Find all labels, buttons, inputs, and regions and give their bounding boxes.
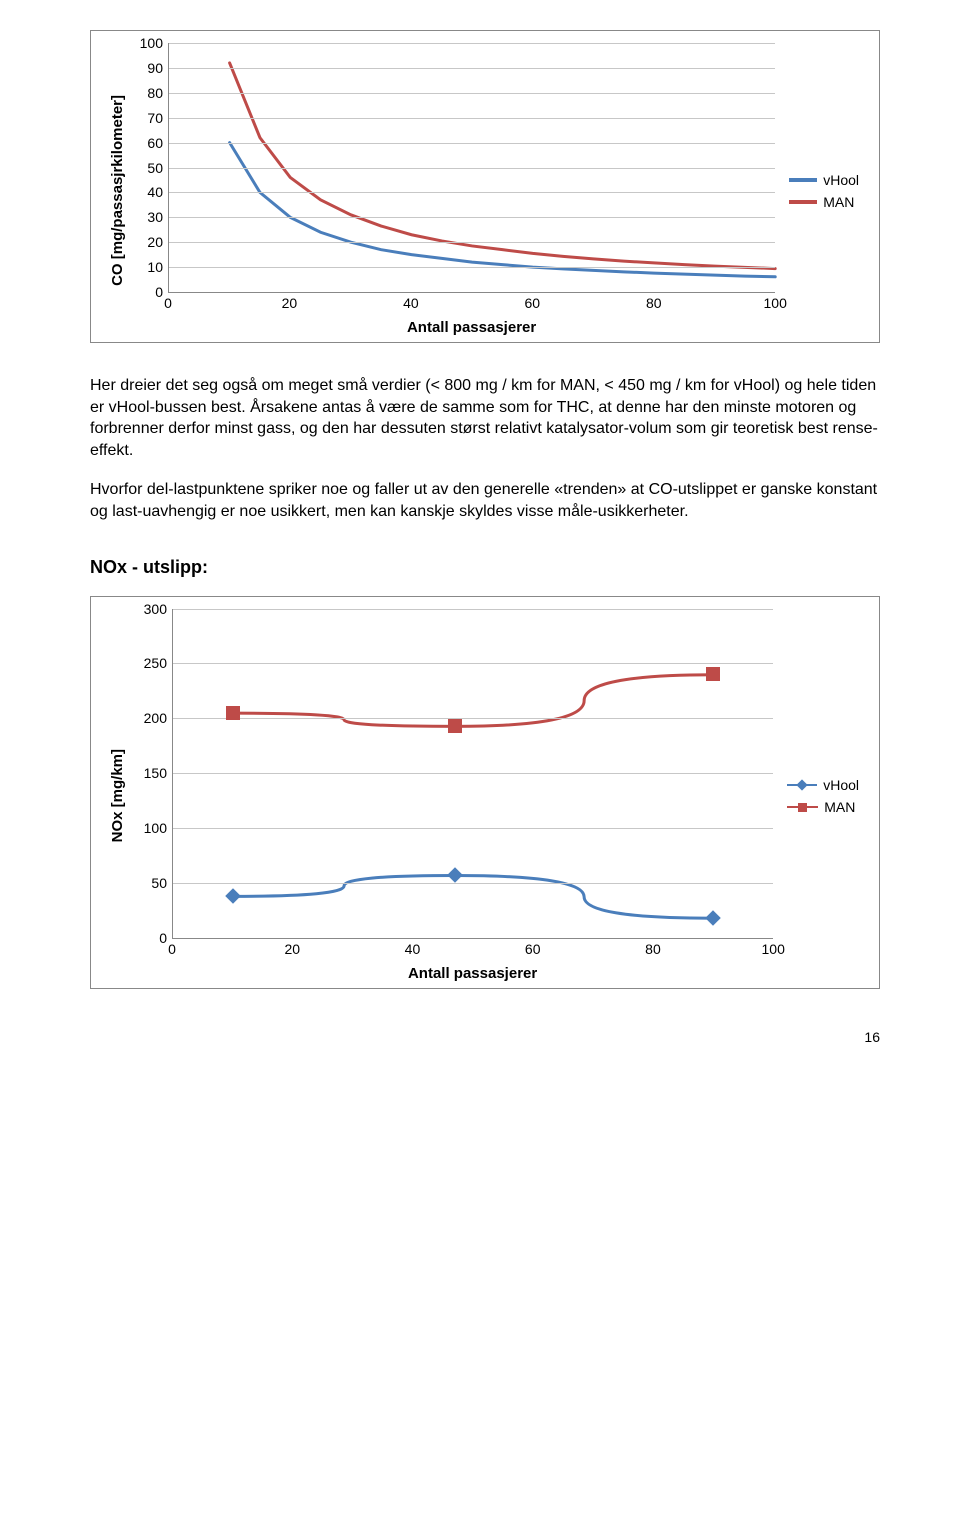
paragraph: Hvorfor del-lastpunktene spriker noe og … [90,479,880,522]
co-chart-xlabel: Antall passasjerer [168,315,775,338]
xtick-label: 0 [168,941,176,957]
ytick-label: 10 [147,259,169,275]
xtick-label: 40 [403,295,419,311]
legend-item-man: MAN [787,799,859,815]
legend-label: vHool [823,172,859,188]
ytick-label: 40 [147,184,169,200]
legend-label: MAN [823,194,854,210]
nox-chart-ylabel: NOx [mg/km] [103,749,132,842]
ytick-label: 300 [144,601,173,617]
ytick-label: 70 [147,110,169,126]
legend-item-vhool: vHool [789,172,859,188]
chart-marker [448,719,462,733]
legend-item-vhool: vHool [787,777,859,793]
ytick-label: 150 [144,765,173,781]
legend-item-man: MAN [789,194,859,210]
ytick-label: 80 [147,85,169,101]
xtick-label: 20 [282,295,298,311]
nox-chart: NOx [mg/km] 050100150200250300 0 20 40 60 80… [90,596,880,989]
co-chart: CO [mg/passasjrkilometer] 01020304050607… [90,30,880,343]
ytick-label: 50 [151,875,173,891]
ytick-label: 30 [147,209,169,225]
co-chart-ylabel: CO [mg/passasjrkilometer] [103,95,132,286]
section-heading-nox: NOx - utslipp: [90,557,880,578]
legend-label: MAN [824,799,855,815]
xtick-label: 100 [762,941,785,957]
co-chart-legend: vHool MAN [775,166,867,216]
chart-marker [226,706,240,720]
nox-chart-xlabel: Antall passasjerer [172,961,773,984]
xtick-label: 60 [525,941,541,957]
legend-label: vHool [823,777,859,793]
page-number: 16 [90,1029,880,1045]
ytick-label: 20 [147,234,169,250]
ytick-label: 200 [144,710,173,726]
xtick-label: 80 [646,295,662,311]
xtick-label: 100 [764,295,787,311]
co-chart-plot: 0102030405060708090100 [168,43,775,293]
xtick-label: 60 [525,295,541,311]
xtick-label: 40 [405,941,421,957]
ytick-label: 100 [144,820,173,836]
ytick-label: 250 [144,655,173,671]
chart-marker [706,667,720,681]
ytick-label: 50 [147,160,169,176]
nox-chart-legend: vHool MAN [773,771,867,821]
xtick-label: 20 [284,941,300,957]
nox-chart-plot: 050100150200250300 [172,609,773,939]
ytick-label: 90 [147,60,169,76]
paragraph: Her dreier det seg også om meget små ver… [90,375,880,461]
ytick-label: 100 [140,35,169,51]
ytick-label: 60 [147,135,169,151]
xtick-label: 0 [164,295,172,311]
xtick-label: 80 [645,941,661,957]
